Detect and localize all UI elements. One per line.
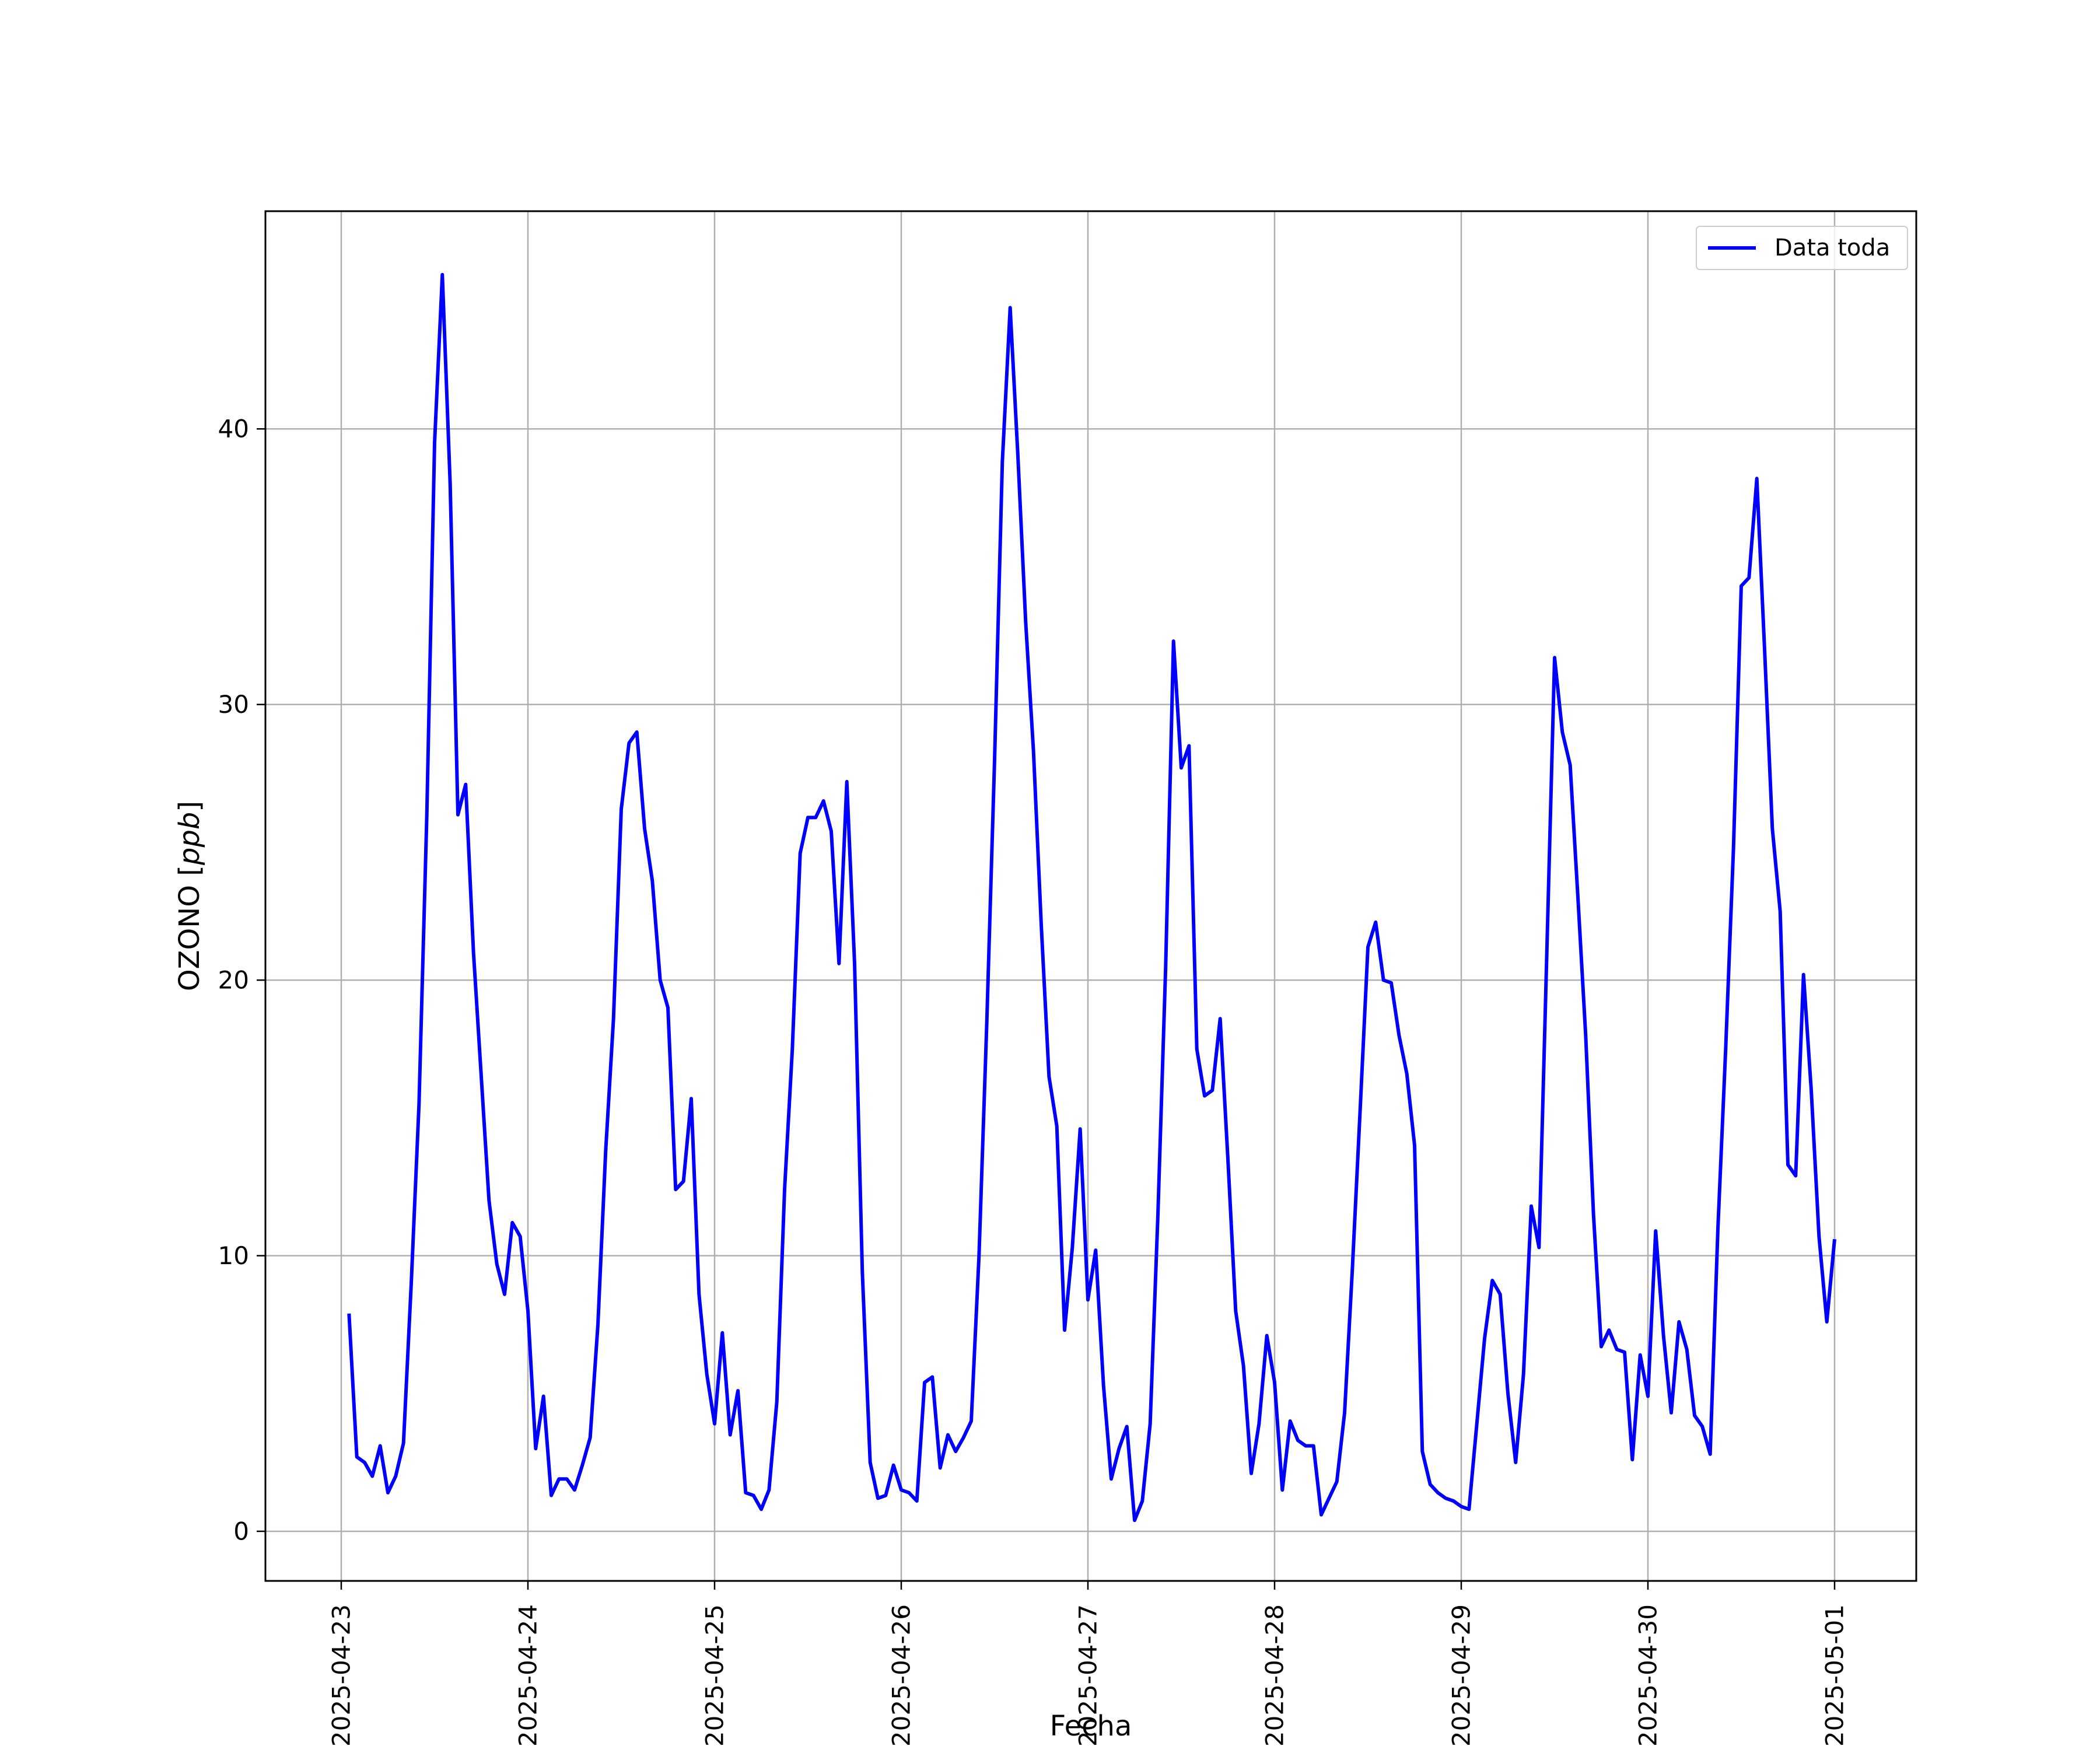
y-axis-label-suffix: ] [173,801,206,812]
x-tick-label-2025-04-27: 2025-04-27 [1074,1604,1102,1747]
y-tick-label-20: 20 [218,966,249,995]
y-axis-label: OZONO [ppb] [173,801,206,991]
y-tick-label-10: 10 [218,1241,249,1270]
x-tick-label-2025-04-28: 2025-04-28 [1261,1604,1289,1747]
x-tick-label-2025-04-26: 2025-04-26 [887,1604,916,1747]
y-axis-label-prefix: OZONO [ [173,865,206,991]
legend-box [1696,226,1908,270]
y-tick-labels: 0 10 20 30 40 [218,415,249,1546]
x-tick-label-2025-05-01: 2025-05-01 [1821,1604,1849,1747]
y-tick-label-30: 30 [218,690,249,719]
legend: Data toda [1696,226,1908,270]
series-layer [347,272,1836,1523]
x-tick-label-2025-04-24: 2025-04-24 [514,1604,542,1747]
legend-label-data-toda: Data toda [1774,235,1890,261]
plot-area-frame [264,210,1917,1582]
x-tick-label-2025-04-30: 2025-04-30 [1634,1604,1662,1747]
x-tick-label-2025-04-29: 2025-04-29 [1447,1604,1476,1747]
series-line-0 [347,272,1836,1523]
x-tick-labels: 2025-04-23 2025-04-24 2025-04-25 2025-04-26… [327,1604,1849,1747]
y-tick-label-40: 40 [218,415,249,443]
x-tick-label-2025-04-25: 2025-04-25 [701,1604,729,1747]
y-axis-label-unit: ppb [173,812,206,866]
x-tick-label-2025-04-23: 2025-04-23 [327,1604,356,1747]
y-tick-label-0: 0 [233,1517,249,1545]
tick-marks [257,428,1836,1590]
grid-lines [265,211,1916,1581]
x-axis-label: Fecha [1050,1710,1132,1742]
